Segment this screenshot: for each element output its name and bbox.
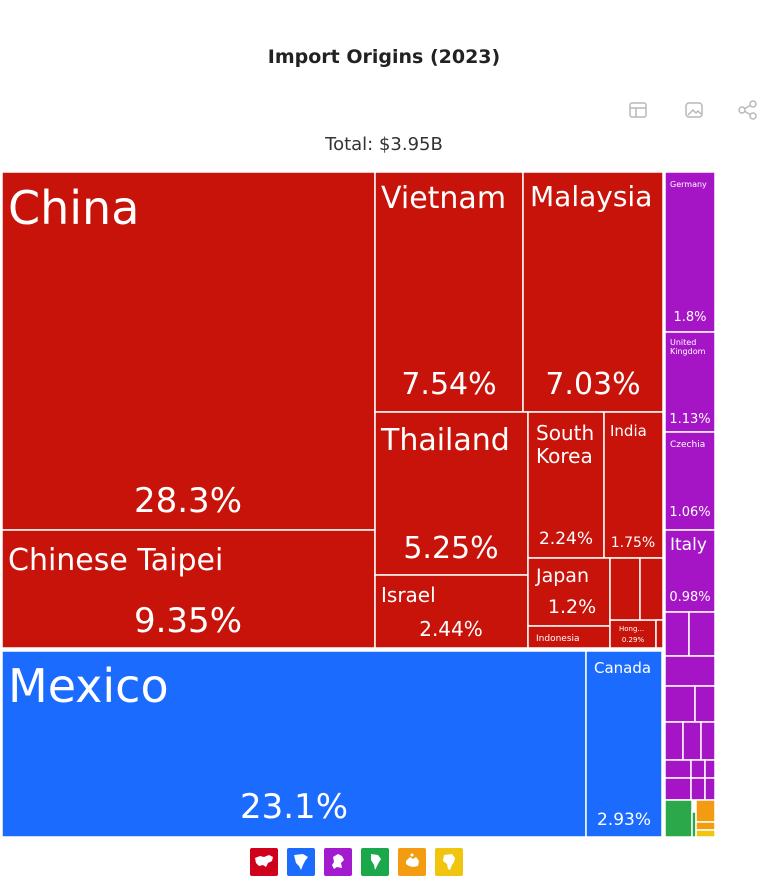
- tile-share-germany: 1.8%: [673, 310, 706, 325]
- tile-small-europe-8[interactable]: [694, 685, 716, 723]
- tile-share-china: 28.3%: [134, 481, 242, 521]
- share-icon[interactable]: [736, 98, 760, 122]
- tile-small-asia-3[interactable]: [655, 619, 664, 649]
- tile-united-kingdom[interactable]: [664, 331, 716, 433]
- africa-icon[interactable]: [435, 848, 463, 876]
- tile-share-israel: 2.44%: [419, 617, 483, 641]
- tile-label-czechia: Czechia: [670, 440, 705, 450]
- tile-germany[interactable]: [664, 171, 716, 333]
- tile-label-china: China: [8, 181, 139, 235]
- tile-vietnam[interactable]: [374, 171, 524, 413]
- tile-small-europe-13[interactable]: [690, 759, 706, 779]
- tile-italy[interactable]: [664, 529, 716, 613]
- tile-small-africa-22[interactable]: [695, 829, 716, 838]
- tile-label-thailand: Thailand: [380, 423, 510, 458]
- tile-canada[interactable]: [585, 650, 663, 838]
- tile-share-chinese-taipei: 9.35%: [134, 601, 242, 641]
- tile-small-europe-14[interactable]: [704, 759, 716, 779]
- tile-label-malaysia: Malaysia: [530, 180, 652, 213]
- tile-label-south-korea-2: Korea: [536, 444, 593, 468]
- tile-small-europe-16[interactable]: [690, 777, 706, 801]
- tile-share-malaysia: 7.03%: [545, 367, 640, 402]
- tile-small-europe-5[interactable]: [688, 611, 716, 657]
- tile-mexico[interactable]: [1, 650, 587, 838]
- tile-label-india: India: [610, 422, 647, 440]
- tile-share-united-kingdom: 1.13%: [669, 412, 710, 427]
- tile-label-mexico: Mexico: [8, 659, 169, 713]
- tile-share-thailand: 5.25%: [403, 531, 498, 566]
- tile-share-canada: 2.93%: [597, 810, 651, 830]
- tile-label-israel: Israel: [381, 583, 436, 607]
- tile-share-czechia: 1.06%: [669, 505, 710, 520]
- tile-small-south-america-18[interactable]: [664, 799, 693, 838]
- tile-small-europe-15[interactable]: [664, 777, 692, 801]
- tile-small-asia-1[interactable]: [609, 557, 641, 621]
- north-america-icon[interactable]: [287, 848, 315, 876]
- tile-japan[interactable]: [527, 557, 611, 627]
- tile-small-europe-12[interactable]: [664, 759, 692, 779]
- tile-share-vietnam: 7.54%: [401, 367, 496, 402]
- tile-label-canada: Canada: [594, 659, 651, 677]
- asia-icon[interactable]: [250, 848, 278, 876]
- table-icon[interactable]: [626, 98, 650, 122]
- tile-label-hong: Hong...: [619, 625, 644, 633]
- tile-label-chinese-taipei: Chinese Taipei: [8, 543, 223, 578]
- tile-share-india: 1.75%: [611, 535, 655, 551]
- tile-label-germany: Germany: [670, 180, 707, 189]
- tile-label-italy: Italy: [670, 535, 707, 555]
- image-icon[interactable]: [682, 98, 706, 122]
- tile-small-europe-17[interactable]: [704, 777, 716, 801]
- tile-small-oceania-20[interactable]: [695, 799, 716, 823]
- tile-small-europe-7[interactable]: [664, 685, 696, 723]
- tile-share-south-korea: 2.24%: [539, 529, 593, 549]
- tile-label-united-kingdom-1: United: [670, 338, 696, 347]
- tile-china[interactable]: [1, 171, 376, 531]
- tile-label-indonesia: Indonesia: [536, 634, 580, 644]
- tile-small-europe-6[interactable]: [664, 655, 716, 687]
- oceania-icon[interactable]: [398, 848, 426, 876]
- tile-hong[interactable]: [609, 619, 657, 649]
- europe-icon[interactable]: [324, 848, 352, 876]
- tile-small-europe-10[interactable]: [682, 721, 702, 761]
- tile-israel[interactable]: [374, 574, 529, 649]
- tile-share-mexico: 23.1%: [240, 787, 348, 827]
- tile-label-japan: Japan: [535, 565, 589, 587]
- tile-czechia[interactable]: [664, 431, 716, 531]
- tile-small-europe-11[interactable]: [700, 721, 716, 761]
- tile-share-hong: 0.29%: [622, 636, 645, 644]
- chart-title: Import Origins (2023): [267, 46, 501, 68]
- tile-label-vietnam: Vietnam: [381, 181, 506, 216]
- tile-malaysia[interactable]: [522, 171, 664, 413]
- tile-label-south-korea-1: South: [536, 421, 594, 445]
- tile-small-europe-4[interactable]: [664, 611, 690, 657]
- tile-small-asia-2[interactable]: [639, 557, 664, 621]
- south-america-icon[interactable]: [361, 848, 389, 876]
- tile-share-italy: 0.98%: [669, 590, 710, 605]
- tile-small-europe-9[interactable]: [664, 721, 684, 761]
- chart-subtitle: Total: $3.95B: [325, 134, 443, 155]
- tile-label-united-kingdom-2: Kingdom: [670, 347, 706, 356]
- chart-toolbar: [626, 98, 768, 122]
- tile-share-japan: 1.2%: [548, 596, 596, 618]
- tile-small-oceania-21[interactable]: [695, 821, 716, 831]
